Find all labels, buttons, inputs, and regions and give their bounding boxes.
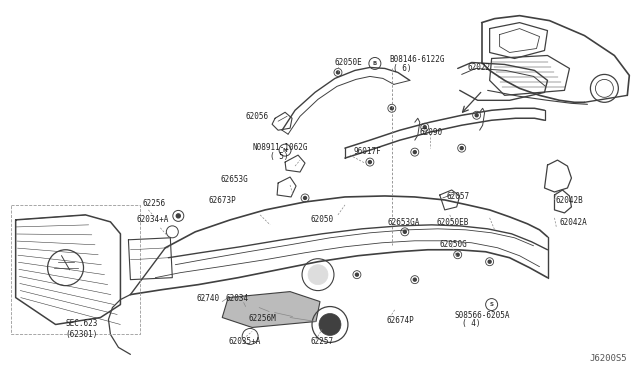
Circle shape bbox=[390, 107, 394, 110]
Circle shape bbox=[413, 151, 416, 154]
Text: 96017F: 96017F bbox=[354, 147, 381, 156]
Text: J6200S5: J6200S5 bbox=[589, 355, 627, 363]
Circle shape bbox=[488, 260, 491, 263]
Circle shape bbox=[423, 126, 426, 129]
Text: B08146-6122G: B08146-6122G bbox=[390, 55, 445, 64]
Text: 62042A: 62042A bbox=[559, 218, 588, 227]
Circle shape bbox=[355, 273, 358, 276]
Text: B: B bbox=[372, 61, 377, 66]
Text: 62050: 62050 bbox=[310, 215, 333, 224]
Text: S08566-6205A: S08566-6205A bbox=[454, 311, 510, 320]
Circle shape bbox=[319, 314, 341, 336]
Text: 62035+A: 62035+A bbox=[228, 337, 260, 346]
Text: 62050EB: 62050EB bbox=[436, 218, 469, 227]
Text: 62034+A: 62034+A bbox=[136, 215, 169, 224]
Text: SEC.623
(62301): SEC.623 (62301) bbox=[65, 320, 98, 339]
Text: 62674P: 62674P bbox=[387, 315, 415, 324]
Circle shape bbox=[337, 71, 339, 74]
Text: 62050G: 62050G bbox=[440, 240, 467, 249]
Text: ( 4): ( 4) bbox=[461, 320, 480, 328]
Circle shape bbox=[475, 114, 478, 117]
Text: 62056: 62056 bbox=[245, 112, 268, 121]
Circle shape bbox=[456, 253, 459, 256]
Text: 62673P: 62673P bbox=[208, 196, 236, 205]
Circle shape bbox=[413, 278, 416, 281]
Text: 62653G: 62653G bbox=[220, 175, 248, 184]
Text: 62256M: 62256M bbox=[248, 314, 276, 323]
Text: 62653GA: 62653GA bbox=[388, 218, 420, 227]
Circle shape bbox=[369, 161, 371, 164]
Text: ( 5): ( 5) bbox=[270, 152, 289, 161]
Text: 62050E: 62050E bbox=[335, 58, 363, 67]
Text: 62256: 62256 bbox=[142, 199, 166, 208]
Circle shape bbox=[176, 214, 180, 218]
Text: 62034: 62034 bbox=[225, 294, 248, 302]
Circle shape bbox=[460, 147, 463, 150]
Circle shape bbox=[303, 196, 307, 199]
Text: 62257: 62257 bbox=[310, 337, 333, 346]
Text: 62740: 62740 bbox=[196, 294, 220, 302]
Text: ( 6): ( 6) bbox=[393, 64, 412, 73]
Text: 62042B: 62042B bbox=[556, 196, 583, 205]
Text: S: S bbox=[490, 302, 493, 307]
Text: 62090: 62090 bbox=[420, 128, 443, 137]
Circle shape bbox=[403, 230, 406, 233]
Circle shape bbox=[308, 265, 328, 285]
Polygon shape bbox=[222, 292, 320, 327]
Text: 62057: 62057 bbox=[447, 192, 470, 201]
Text: N: N bbox=[283, 148, 287, 153]
Text: N08911-1062G: N08911-1062G bbox=[252, 143, 308, 152]
Text: 62022: 62022 bbox=[468, 64, 491, 73]
